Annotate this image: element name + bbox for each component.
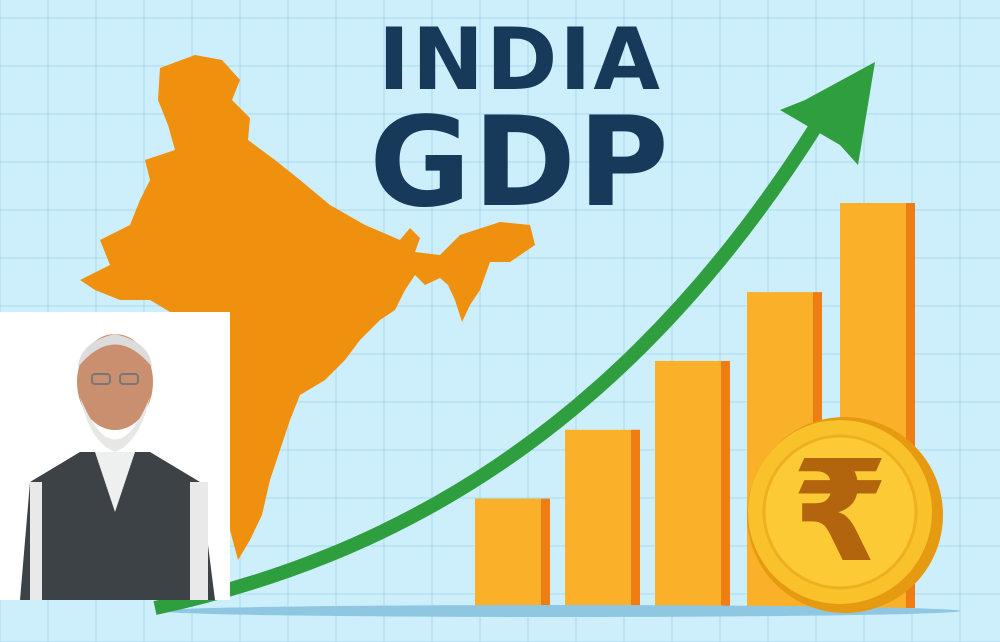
rupee-coin-icon: ₹	[747, 417, 943, 613]
bar	[475, 498, 541, 608]
portrait-photo	[0, 312, 230, 600]
bar-side	[631, 429, 640, 608]
title-india: INDIA	[378, 10, 662, 110]
svg-text:₹: ₹	[791, 431, 888, 594]
arrow-head	[780, 62, 875, 165]
india-map	[80, 55, 535, 560]
bar-side	[541, 498, 550, 608]
bar	[655, 360, 721, 608]
ground-shadow	[160, 605, 960, 617]
bar-side	[906, 203, 915, 608]
growth-arrow-icon	[153, 116, 826, 615]
title-gdp: GDP	[369, 91, 671, 235]
bar	[565, 429, 631, 608]
bar-side	[721, 360, 730, 608]
